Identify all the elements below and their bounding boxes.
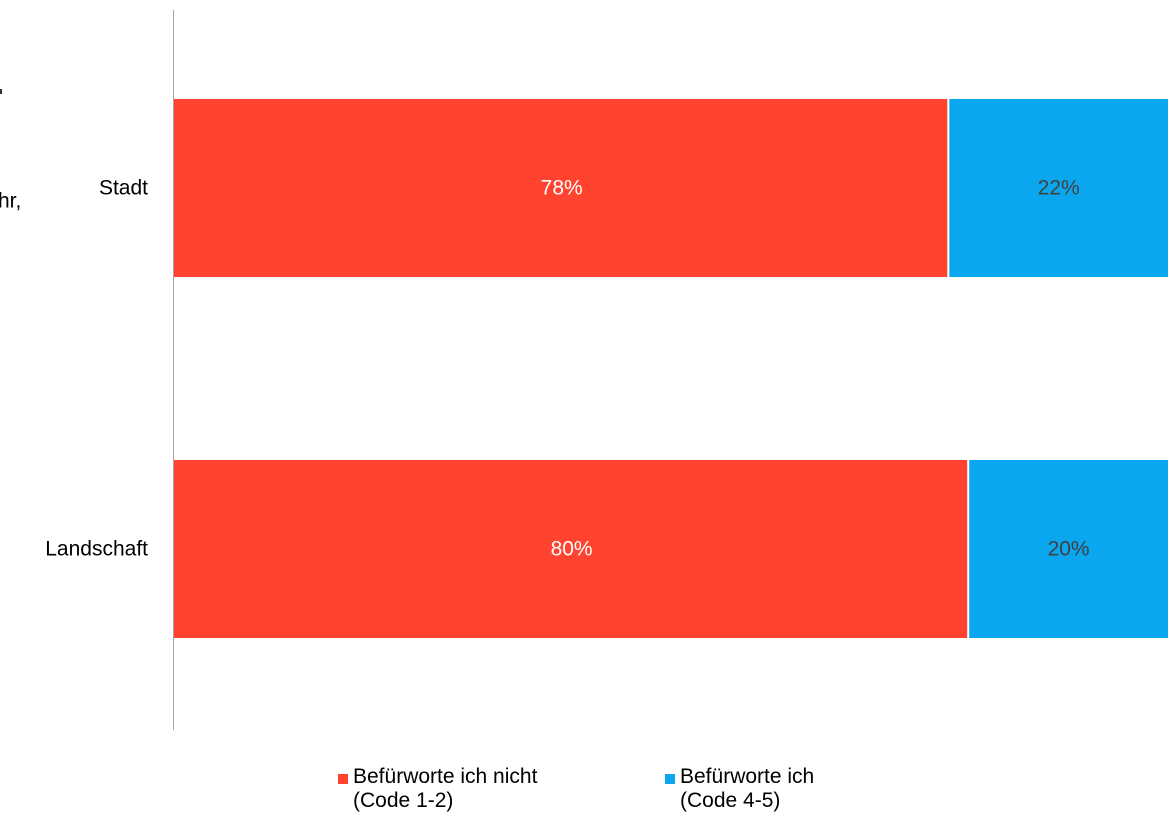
- stacked-bar-chart: hr, 78% 22% 80% 20% Stadt Landschaft: [0, 10, 1168, 730]
- cutoff-glyph-mark: [0, 89, 2, 94]
- data-label-stadt-series-2: 22%: [1038, 177, 1080, 200]
- data-label-stadt-series-1: 78%: [541, 177, 583, 200]
- legend-swatch: [665, 774, 675, 784]
- legend-swatch: [338, 774, 348, 784]
- category-label-landschaft: Landschaft: [45, 538, 148, 561]
- bar-stadt-series-2: [949, 99, 1168, 277]
- legend-label: Befürworte ich nicht (Code 1-2): [353, 765, 538, 812]
- data-label-landschaft-series-2: 20%: [1048, 538, 1090, 561]
- legend-label: Befürworte ich (Code 4-5): [680, 765, 815, 812]
- legend: Befürworte ich nicht (Code 1-2) Befürwort…: [0, 765, 1168, 822]
- bar-stadt-series-1: [174, 99, 948, 277]
- legend-item-series-1: Befürworte ich nicht (Code 1-2): [338, 765, 537, 813]
- cutoff-text-fragment: hr,: [0, 190, 21, 213]
- bar-landschaft-series-2: [969, 460, 1168, 638]
- legend-item-series-2: Befürworte ich (Code 4-5): [665, 765, 814, 813]
- bar-landschaft-series-1: [174, 460, 968, 638]
- cutoff-text-layer: hr,: [0, 89, 21, 213]
- category-label-stadt: Stadt: [99, 177, 148, 200]
- data-label-landschaft-series-1: 80%: [551, 538, 593, 561]
- category-labels-layer: Stadt Landschaft: [45, 177, 148, 561]
- bars-layer: 78% 22% 80% 20%: [174, 99, 1168, 638]
